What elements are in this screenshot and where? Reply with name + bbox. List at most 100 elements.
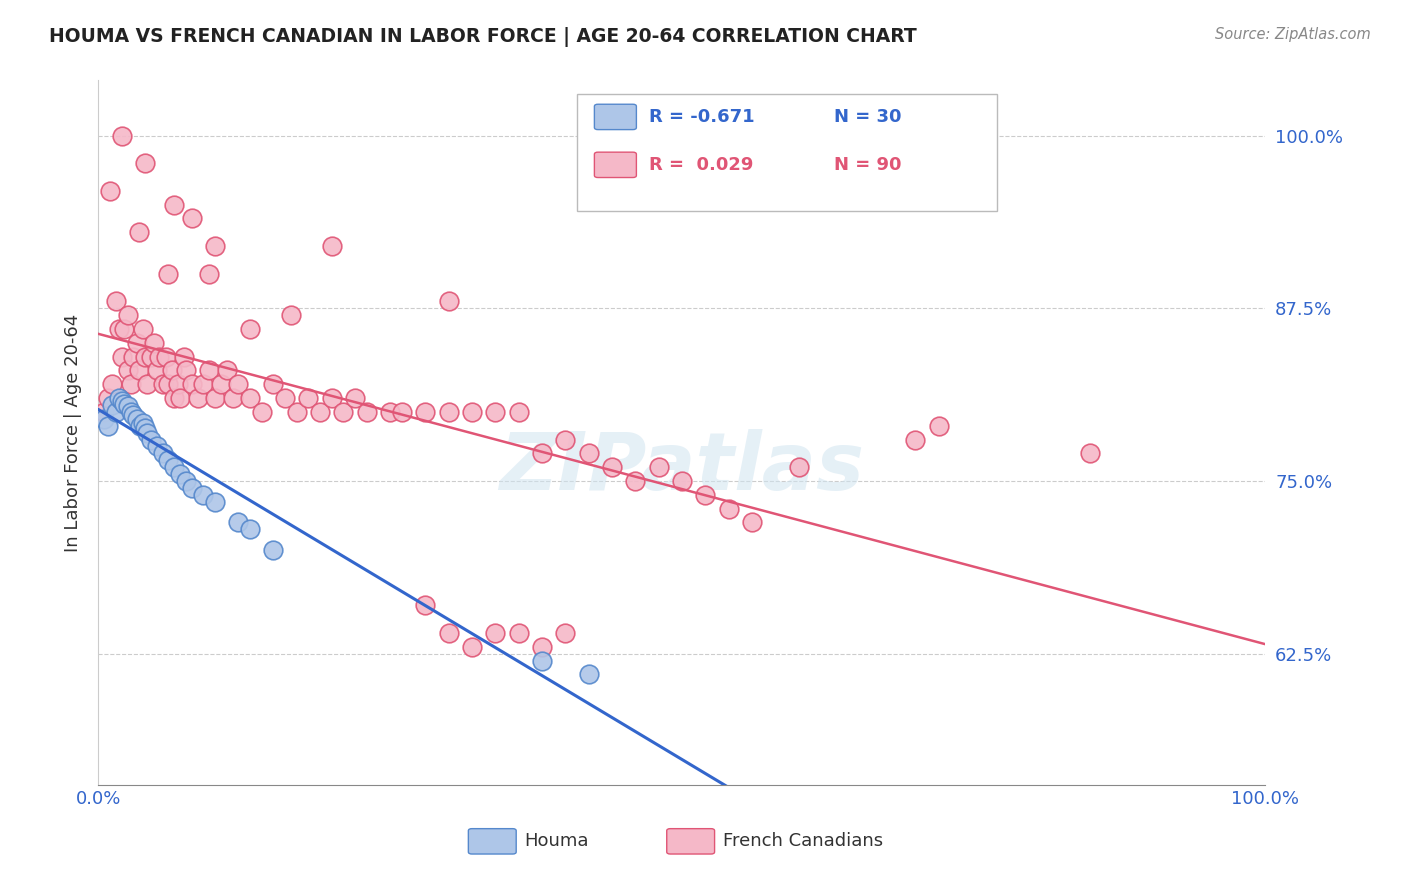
- Point: [180, 481, 202, 495]
- Point: [174, 474, 197, 488]
- Point: [122, 350, 145, 364]
- Point: [128, 363, 150, 377]
- Point: [204, 494, 226, 508]
- Text: Houma: Houma: [524, 832, 589, 850]
- Text: ZIPatlas: ZIPatlas: [499, 429, 865, 507]
- Point: [169, 391, 191, 405]
- Point: [120, 405, 142, 419]
- Point: [391, 405, 413, 419]
- Point: [125, 335, 148, 350]
- Point: [344, 391, 367, 405]
- Point: [157, 267, 180, 281]
- Point: [97, 391, 120, 405]
- FancyBboxPatch shape: [595, 153, 637, 178]
- Point: [160, 363, 183, 377]
- Point: [174, 363, 197, 377]
- Point: [198, 267, 221, 281]
- Point: [193, 488, 215, 502]
- Point: [108, 391, 131, 405]
- Text: R =  0.029: R = 0.029: [650, 156, 754, 174]
- Point: [741, 516, 763, 530]
- Text: Source: ZipAtlas.com: Source: ZipAtlas.com: [1215, 27, 1371, 42]
- Point: [136, 425, 159, 440]
- Point: [508, 626, 530, 640]
- Point: [787, 460, 810, 475]
- Point: [647, 460, 669, 475]
- Point: [239, 322, 262, 336]
- Point: [204, 391, 226, 405]
- Point: [125, 412, 148, 426]
- FancyBboxPatch shape: [468, 829, 516, 854]
- Point: [120, 377, 142, 392]
- Point: [180, 211, 202, 226]
- Point: [148, 350, 170, 364]
- Point: [413, 405, 436, 419]
- Point: [437, 294, 460, 309]
- Text: N = 90: N = 90: [834, 156, 901, 174]
- Point: [285, 405, 308, 419]
- Point: [143, 335, 166, 350]
- Point: [166, 377, 188, 392]
- Point: [104, 294, 127, 309]
- FancyBboxPatch shape: [666, 829, 714, 854]
- Point: [484, 626, 506, 640]
- Point: [146, 439, 169, 453]
- Point: [104, 405, 127, 419]
- FancyBboxPatch shape: [595, 104, 637, 129]
- Point: [437, 626, 460, 640]
- Point: [93, 405, 115, 419]
- Point: [101, 398, 124, 412]
- Point: [928, 418, 950, 433]
- Point: [136, 377, 159, 392]
- Point: [332, 405, 354, 419]
- Point: [198, 363, 221, 377]
- Point: [117, 308, 139, 322]
- Point: [111, 350, 134, 364]
- Point: [146, 363, 169, 377]
- Point: [717, 501, 740, 516]
- Point: [155, 350, 177, 364]
- Point: [139, 350, 162, 364]
- Point: [139, 433, 162, 447]
- Point: [262, 377, 284, 392]
- Point: [152, 377, 174, 392]
- Point: [280, 308, 302, 322]
- Point: [173, 350, 195, 364]
- Point: [904, 433, 927, 447]
- Point: [262, 543, 284, 558]
- Point: [578, 667, 600, 681]
- Point: [187, 391, 209, 405]
- Point: [169, 467, 191, 481]
- Point: [134, 421, 156, 435]
- Point: [380, 405, 402, 419]
- Point: [461, 640, 484, 654]
- Point: [108, 322, 131, 336]
- Point: [117, 400, 139, 414]
- Point: [508, 405, 530, 419]
- Point: [117, 363, 139, 377]
- Point: [1080, 446, 1102, 460]
- Point: [239, 391, 262, 405]
- Point: [129, 418, 152, 433]
- Point: [297, 391, 319, 405]
- Point: [250, 405, 273, 419]
- Text: French Canadians: French Canadians: [723, 832, 883, 850]
- Point: [321, 239, 343, 253]
- Point: [484, 405, 506, 419]
- Point: [671, 474, 693, 488]
- Point: [554, 433, 576, 447]
- Y-axis label: In Labor Force | Age 20-64: In Labor Force | Age 20-64: [63, 313, 82, 552]
- Point: [228, 516, 250, 530]
- Point: [93, 412, 115, 426]
- Point: [163, 197, 186, 211]
- Point: [624, 474, 647, 488]
- Point: [134, 156, 156, 170]
- Point: [180, 377, 202, 392]
- Point: [530, 640, 553, 654]
- Point: [163, 391, 186, 405]
- Point: [437, 405, 460, 419]
- Point: [239, 522, 262, 536]
- Point: [209, 377, 232, 392]
- Text: HOUMA VS FRENCH CANADIAN IN LABOR FORCE | AGE 20-64 CORRELATION CHART: HOUMA VS FRENCH CANADIAN IN LABOR FORCE …: [49, 27, 917, 46]
- Point: [215, 363, 238, 377]
